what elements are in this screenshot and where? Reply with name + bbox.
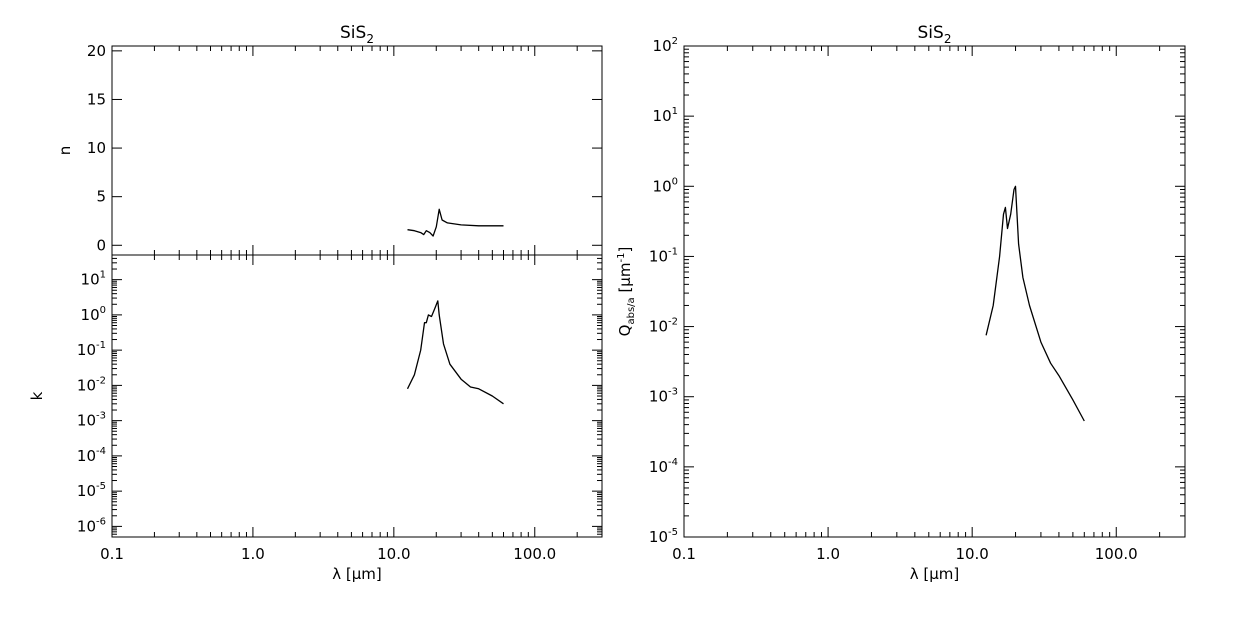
y-tick-label: 10-3 (649, 387, 678, 406)
y-tick-label: 10-2 (649, 317, 678, 336)
plot-frame (111, 45, 603, 256)
y-tick-label: 10-5 (77, 481, 106, 500)
series-line (985, 185, 1085, 422)
y-tick-label: 10-1 (77, 340, 106, 359)
y-tick-label: 10-3 (77, 411, 106, 430)
plot-frame (111, 254, 603, 538)
y-tick-label: 10-5 (649, 527, 678, 546)
y-tick-label: 10-1 (649, 246, 678, 265)
y-tick-label: 100 (653, 176, 678, 195)
x-tick-label: 0.1 (100, 545, 124, 563)
n-panel: 0 5 10 15 20 n SiS2 (56, 23, 603, 256)
x-axis-label: λ [μm] (332, 565, 382, 583)
x-tick-label: 1.0 (816, 545, 840, 563)
y-tick-label: 10-4 (77, 446, 106, 465)
x-tick-label: 10.0 (955, 545, 988, 563)
panel-title: SiS2 (340, 23, 374, 46)
panel-title: SiS2 (918, 23, 952, 46)
x-tick-label: 10.0 (377, 545, 410, 563)
series-line (406, 300, 504, 405)
y-tick-label: 0 (96, 236, 106, 254)
y-axis-label: k (28, 391, 46, 400)
q-abs-panel: 10-5 10-4 10-3 10-2 10-1 100 101 102 0.1 1.0 10.0 1… (616, 23, 1186, 583)
y-tick-label: 101 (81, 270, 106, 289)
y-tick-label: 20 (87, 42, 106, 60)
y-tick-label: 100 (81, 305, 106, 324)
x-tick-label: 100.0 (513, 545, 556, 563)
y-tick-label: 10-2 (77, 375, 106, 394)
plot-frame (683, 45, 1186, 538)
y-tick-label: 101 (653, 106, 678, 125)
x-tick-label: 100.0 (1095, 545, 1138, 563)
y-tick-label: 10 (87, 139, 106, 157)
x-axis-label: λ [μm] (910, 565, 960, 583)
y-tick-label: 15 (87, 90, 106, 108)
y-tick-label: 5 (96, 188, 106, 206)
y-tick-label: 10-6 (77, 516, 106, 535)
y-tick-label: 102 (653, 36, 678, 55)
k-panel: 10-6 10-5 10-4 10-3 10-2 10-1 100 101 0.1 1.0 10.0… (28, 254, 603, 583)
y-axis-label: n (56, 146, 74, 156)
series-line (407, 208, 504, 237)
y-tick-label: 10-4 (649, 457, 678, 476)
y-axis-label: Qabs/a [μm-1] (616, 247, 637, 337)
x-tick-label: 1.0 (241, 545, 265, 563)
x-tick-label: 0.1 (672, 545, 696, 563)
